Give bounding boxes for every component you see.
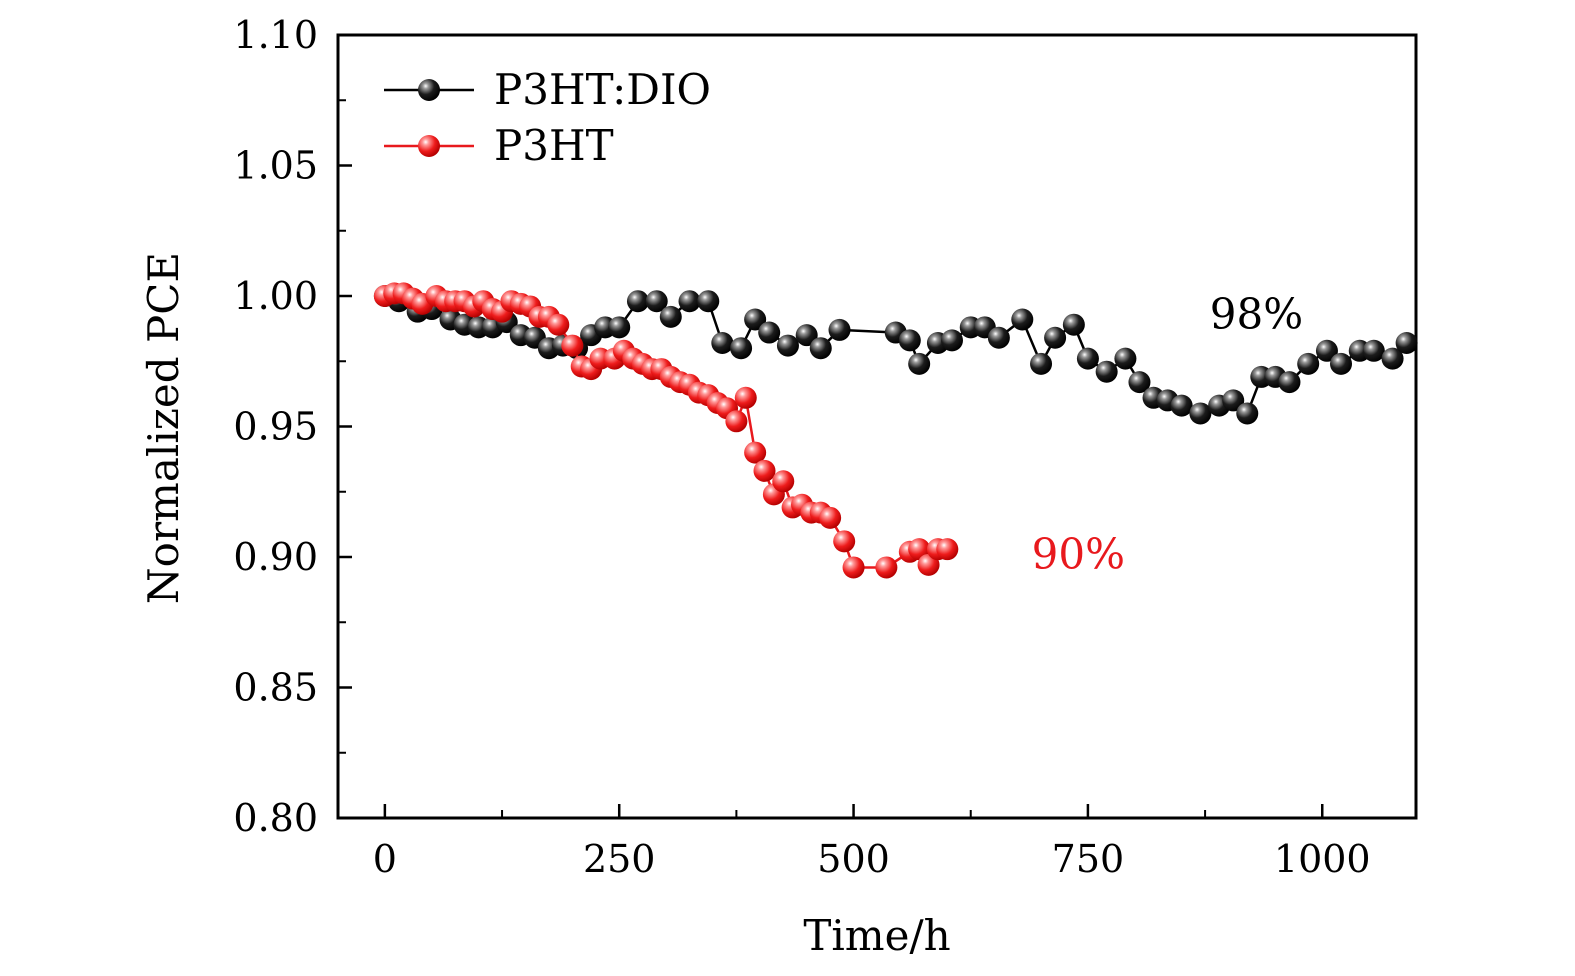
data-point	[1128, 371, 1151, 394]
y-tick-label: 0.95	[233, 405, 318, 449]
data-point	[1011, 308, 1034, 331]
data-point	[626, 290, 649, 313]
data-point	[1189, 402, 1212, 425]
x-tick-label: 0	[373, 837, 397, 881]
data-point	[678, 290, 701, 313]
data-point	[608, 316, 631, 339]
data-point	[725, 410, 748, 433]
legend-marker	[418, 79, 440, 101]
data-point	[875, 556, 898, 579]
data-point	[772, 470, 795, 493]
x-tick-label: 1000	[1274, 837, 1371, 881]
data-point	[898, 329, 921, 352]
data-point	[908, 352, 931, 375]
data-point	[547, 313, 570, 336]
data-point	[1095, 360, 1118, 383]
data-point	[711, 331, 734, 354]
data-point	[1170, 394, 1193, 417]
data-point	[1222, 389, 1245, 412]
legend-label: P3HT:DIO	[494, 65, 711, 114]
data-point	[744, 441, 767, 464]
series-1	[373, 282, 959, 579]
data-point	[795, 324, 818, 347]
data-point	[744, 308, 767, 331]
x-tick-label: 750	[1052, 837, 1125, 881]
data-point	[987, 326, 1010, 349]
data-point	[1330, 352, 1353, 375]
data-point	[734, 386, 757, 409]
y-tick-label: 1.10	[233, 13, 318, 57]
data-point	[659, 305, 682, 328]
data-point	[1044, 326, 1067, 349]
data-point	[645, 290, 668, 313]
legend-marker	[418, 135, 440, 157]
y-tick-label: 1.05	[233, 144, 318, 188]
annotation-label: 90%	[1032, 529, 1125, 578]
data-point	[1362, 339, 1385, 362]
legend: P3HT:DIO P3HT	[384, 65, 711, 170]
data-point	[561, 334, 584, 357]
data-point	[1278, 371, 1301, 394]
data-point	[809, 337, 832, 360]
axes: 0.80 0.85 0.90 0.95 1.00 1.05 1.10 0 250 500 750 10…	[233, 13, 1418, 881]
data-point	[1297, 352, 1320, 375]
data-point	[753, 459, 776, 482]
legend-label: P3HT	[494, 121, 614, 170]
series-0	[373, 285, 1418, 425]
data-point	[730, 337, 753, 360]
y-tick-label: 1.00	[233, 274, 318, 318]
data-point	[1114, 347, 1137, 370]
data-point	[697, 290, 720, 313]
data-point	[1030, 352, 1053, 375]
x-axis-title: Time/h	[803, 911, 950, 960]
y-tick-label: 0.85	[233, 666, 318, 710]
x-tick-label: 250	[583, 837, 656, 881]
data-point	[1381, 347, 1404, 370]
series-layer	[373, 282, 1418, 579]
data-point	[936, 538, 959, 561]
x-tick-label: 500	[817, 837, 890, 881]
data-point	[1236, 402, 1259, 425]
data-point	[758, 321, 781, 344]
data-point	[1076, 347, 1099, 370]
data-point	[1062, 313, 1085, 336]
data-point	[1395, 331, 1418, 354]
annotation-label: 98%	[1210, 289, 1303, 338]
data-point	[842, 556, 865, 579]
annotations: 98% 90%	[1032, 289, 1303, 578]
y-axis-title: Normalized PCE	[139, 252, 188, 604]
data-point	[940, 329, 963, 352]
data-point	[833, 530, 856, 553]
y-tick-label: 0.80	[233, 796, 318, 840]
data-point	[1315, 339, 1338, 362]
data-point	[819, 506, 842, 529]
data-point	[776, 334, 799, 357]
y-tick-label: 0.90	[233, 535, 318, 579]
data-point	[828, 318, 851, 341]
